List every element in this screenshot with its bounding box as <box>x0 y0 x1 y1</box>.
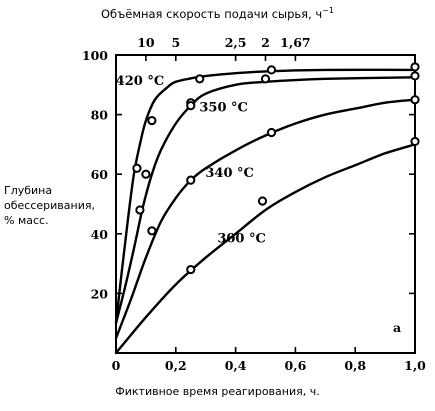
y-tick-label: 60 <box>91 167 109 182</box>
data-point-350 <box>147 226 157 236</box>
top-axis-title: Объёмная скорость подачи сырья, ч−1 <box>100 6 335 21</box>
series-label-340: 340 °C <box>205 166 254 181</box>
data-point-420 <box>147 115 157 126</box>
top-tick-label: 2,5 <box>225 35 247 50</box>
data-point-420 <box>195 74 205 84</box>
y-axis-title-line: Глубина <box>4 184 53 197</box>
x-tick-label: 0,6 <box>285 358 307 373</box>
series-label-300: 300 °C <box>217 232 266 247</box>
top-tick-label: 2 <box>261 35 270 50</box>
data-point-420 <box>135 205 145 215</box>
data-point-350 <box>141 169 151 179</box>
y-axis-title: Глубина обессеривания, % масс. <box>4 183 104 228</box>
y-tick-label: 40 <box>91 227 109 242</box>
data-point-350 <box>410 71 420 81</box>
series-label-350: 350 °C <box>199 101 248 116</box>
corner-label: а <box>393 320 401 335</box>
data-point-350 <box>186 101 196 111</box>
x-tick-label: 0,8 <box>344 358 366 373</box>
data-point-420 <box>132 163 142 173</box>
series-line-300 <box>114 143 417 355</box>
data-point-340 <box>186 175 196 185</box>
data-point-300 <box>186 264 196 275</box>
y-axis-title-line: % масс. <box>4 214 49 227</box>
top-tick-label: 1,67 <box>280 35 310 50</box>
data-point-350 <box>260 74 271 84</box>
y-tick-label: 100 <box>82 48 108 63</box>
x-tick-label: 1,0 <box>404 358 426 373</box>
x-tick-label: 0,4 <box>225 358 247 373</box>
series-line-420 <box>114 68 417 325</box>
data-point-300 <box>257 196 268 206</box>
y-tick-label: 80 <box>91 108 109 123</box>
series-line-340 <box>114 98 417 340</box>
x-tick-label: 0 <box>112 358 121 373</box>
series-label-420: 420 °C <box>116 74 165 89</box>
x-tick-label: 0,2 <box>165 358 187 373</box>
y-axis-title-line: обессеривания, <box>4 199 95 212</box>
top-tick-label: 5 <box>171 35 180 50</box>
data-point-340 <box>410 95 420 105</box>
data-point-300 <box>410 136 420 147</box>
y-tick-label: 20 <box>91 286 109 301</box>
data-point-340 <box>266 127 277 138</box>
data-point-420 <box>266 65 277 75</box>
series-line-350 <box>114 76 417 325</box>
top-tick-label: 10 <box>137 35 155 50</box>
x-axis-title: Фиктивное время реагирования, ч. <box>115 385 320 398</box>
data-point-420 <box>410 62 420 72</box>
